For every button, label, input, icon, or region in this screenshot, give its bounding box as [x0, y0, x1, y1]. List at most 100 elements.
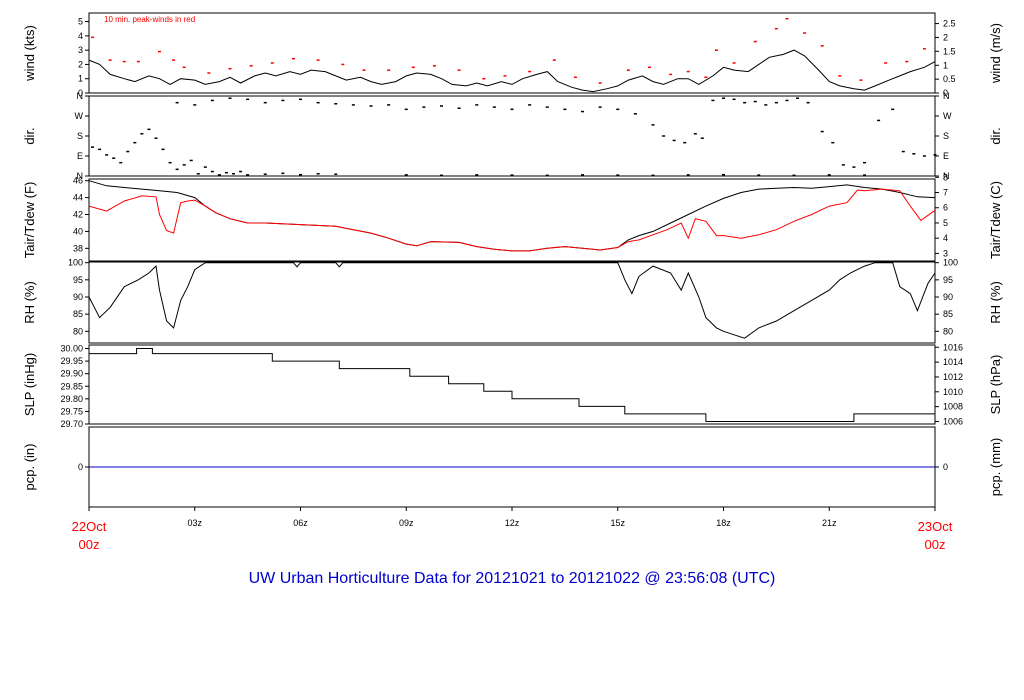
- dir-series-0-point: [196, 173, 200, 175]
- slp-right-tick-label: 1014: [943, 357, 963, 367]
- dir-series-0-point: [877, 119, 881, 122]
- dir-right-axis-label: dir.: [988, 127, 1003, 144]
- wind-series-1-point: [503, 75, 507, 77]
- time-tick-label: 18z: [716, 518, 731, 528]
- dir-series-0-point: [203, 166, 207, 168]
- wind-left-tick-label: 2: [78, 59, 83, 69]
- temp-left-tick-label: 44: [73, 193, 83, 203]
- wind-left-tick-label: 5: [78, 17, 83, 27]
- dir-series-0-point: [852, 166, 856, 168]
- wind-series-1-point: [905, 60, 909, 63]
- wind-series-1-point: [291, 57, 295, 60]
- dir-series-0-point: [722, 97, 725, 99]
- temp-left-tick-label: 46: [73, 176, 83, 186]
- wind-series-1-point: [158, 50, 161, 53]
- dir-right-tick-label: N: [943, 171, 950, 181]
- time-tick-label: 06z: [293, 518, 308, 528]
- pcp-right-tick-label: 0: [943, 462, 948, 472]
- wind-series-1-point: [598, 82, 602, 84]
- rh-right-tick-label: 95: [943, 275, 953, 285]
- wind-series-1-point: [228, 67, 232, 70]
- temp-right-tick-label: 5: [943, 218, 948, 228]
- dir-series-0-point: [440, 105, 443, 107]
- rh-right-tick-label: 80: [943, 326, 953, 336]
- time-tick-label: 21z: [822, 518, 837, 528]
- dir-right-tick-label: S: [943, 131, 949, 141]
- time-tick-label: 09z: [399, 518, 414, 528]
- dir-series-0-point: [217, 174, 221, 176]
- temp-left-axis-label: Tair/Tdew (F): [22, 182, 37, 259]
- dir-series-0-point: [891, 108, 895, 111]
- dir-left-tick-label: N: [77, 91, 84, 101]
- rh-series-0-line: [88, 262, 936, 339]
- pcp-left-tick-label: 0: [78, 462, 83, 472]
- wind-series-1-point: [482, 77, 486, 80]
- temp-right-tick-label: 7: [943, 188, 948, 198]
- rh-left-tick-label: 80: [73, 326, 83, 336]
- rh-right-axis-label: RH (%): [988, 281, 1003, 324]
- slp-left-tick-label: 29.85: [60, 381, 83, 391]
- dir-series-0-point: [224, 171, 228, 174]
- dir-series-0-point: [820, 130, 824, 133]
- wind-frame: [88, 12, 936, 94]
- dir-series-0-point: [693, 133, 697, 135]
- slp-left-tick-label: 29.90: [60, 369, 83, 379]
- wind-series-1-point: [922, 47, 926, 50]
- wind-series-1-point: [732, 62, 736, 64]
- dir-series-0-point: [105, 154, 109, 156]
- panel-slp: 29.70 29.75 29.80 29.85 29.90 29.95 30.00 1006 1…: [22, 342, 1003, 429]
- dir-series-0-point: [334, 103, 338, 105]
- wind-series-1-point: [207, 72, 211, 74]
- rh-right-tick-label: 90: [943, 292, 953, 302]
- dir-series-0-point: [732, 98, 736, 101]
- dir-series-0-point: [492, 106, 496, 108]
- time-tick-label: 03z: [187, 518, 202, 528]
- dir-series-0-point: [827, 174, 831, 176]
- dir-series-0-point: [316, 173, 320, 175]
- dir-series-0-point: [175, 101, 179, 104]
- dir-series-0-point: [147, 128, 151, 131]
- wind-left-tick-label: 0: [78, 88, 83, 98]
- wind-series-1-point: [785, 17, 789, 20]
- dir-series-0-point: [232, 173, 236, 175]
- dir-series-0-point: [98, 148, 102, 151]
- wind-series-1-point: [316, 59, 320, 61]
- dir-series-0-point: [863, 161, 866, 164]
- dir-series-0-point: [672, 139, 676, 142]
- temp-right-tick-label: 8: [943, 172, 948, 182]
- panel-wind: 0 1 2 3 4 5 0 0.5 1 1.5 2 2.5 wind (kts) wind (m/s): [22, 12, 1003, 98]
- dir-series-0-point: [753, 100, 757, 103]
- dir-series-0-point: [91, 146, 95, 148]
- wind-series-1-point: [362, 69, 366, 71]
- wind-series-1-point: [774, 27, 778, 30]
- dir-series-0-point: [175, 168, 179, 171]
- dir-series-0-point: [299, 98, 302, 101]
- dir-series-0-point: [281, 172, 285, 175]
- dir-right-tick-label: N: [943, 91, 950, 101]
- dir-series-0-point: [863, 174, 866, 176]
- rh-left-tick-label: 100: [68, 258, 83, 268]
- dir-series-0-point: [581, 110, 584, 113]
- dir-series-0-point: [774, 101, 778, 104]
- pcp-left-axis-label: pcp. (in): [22, 444, 37, 491]
- dir-series-0-point: [662, 135, 666, 137]
- panel-pcp: 0 0 pcp. (in) pcp. (mm): [22, 426, 1003, 508]
- temp-left-tick-label: 42: [73, 210, 83, 220]
- dir-series-0-point: [616, 174, 620, 176]
- temp-left-tick-label: 38: [73, 243, 83, 253]
- dir-right-tick-label: E: [943, 151, 949, 161]
- rh-left-axis-label: RH (%): [22, 281, 37, 324]
- dir-series-0-point: [831, 141, 835, 144]
- wind-series-1-point: [108, 59, 112, 61]
- slp-right-tick-label: 1016: [943, 342, 963, 352]
- wind-right-tick-label: 1.5: [943, 46, 956, 56]
- dir-series-0-point: [841, 164, 845, 166]
- dir-series-0-point: [686, 174, 690, 176]
- wind-series-0-line: [88, 49, 936, 93]
- dir-series-0-point: [743, 101, 747, 104]
- wind-series-1-point: [91, 36, 95, 39]
- rh-left-tick-label: 85: [73, 309, 83, 319]
